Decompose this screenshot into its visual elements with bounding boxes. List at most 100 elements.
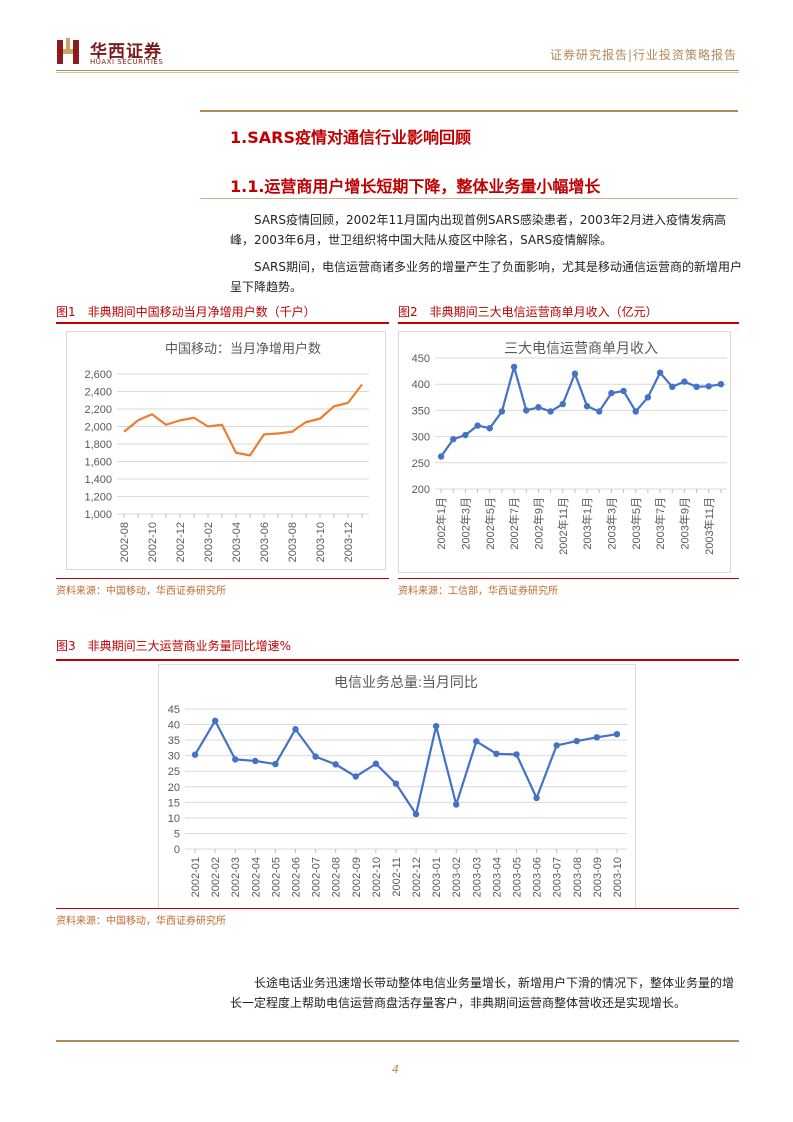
figure3-chart-frame: 电信业务总量:当月同比 0 5 10 15 20 25 30 35 40 45 2002-01 2002… [158, 664, 636, 909]
x-tick-label: 2003-06 [259, 522, 271, 562]
x-tick-label: 2002-10 [147, 522, 159, 562]
y-tick-label: 450 [412, 353, 430, 365]
data-point [412, 810, 420, 818]
x-tick-label: 2002-07 [311, 857, 323, 897]
x-tick-label: 2003年3月 [604, 497, 618, 550]
data-point [593, 734, 601, 741]
data-point [312, 753, 319, 760]
data-point [571, 370, 579, 377]
x-tick-label: 2003-01 [431, 857, 443, 897]
figure2-chart-frame: 三大电信运营商单月收入 200 250 300 350 400 450 2002年1月 2002… [398, 331, 731, 573]
x-tick-label: 2003-02 [203, 522, 215, 562]
data-point [211, 717, 219, 725]
x-tick-label: 2002-06 [291, 857, 303, 897]
data-point [681, 378, 688, 385]
data-point [437, 453, 445, 460]
series-line [123, 383, 363, 457]
data-point [533, 794, 540, 802]
paragraph-sars-impact: SARS期间，电信运营商诸多业务的增量产生了负面影响，尤其是移动通信运营商的新增… [230, 260, 743, 294]
y-tick-label: 2,000 [84, 422, 112, 434]
x-tick-label: 2003-06 [532, 857, 544, 897]
data-point [462, 431, 469, 439]
page-number: 4 [392, 1063, 399, 1076]
x-tick-label: 2003-12 [343, 522, 355, 562]
data-point [693, 383, 700, 391]
x-tick-label: 2002年7月 [507, 497, 521, 550]
paragraph-sars-review: SARS疫情回顾，2002年11月国内出现首例SARS感染患者，2003年2月进… [230, 213, 726, 247]
y-tick-label: 200 [412, 484, 430, 496]
x-tick-label: 2003-09 [592, 857, 604, 897]
y-tick-label: 30 [168, 751, 180, 763]
figure3-title: 图3 非典期间三大运营商业务量同比增速% [56, 639, 292, 653]
data-point [191, 751, 199, 758]
x-tick-label: 2003年1月 [580, 497, 594, 550]
header-divider [56, 70, 739, 71]
series-line [194, 719, 618, 816]
data-point [583, 403, 591, 410]
x-tick-label: 2002-12 [175, 522, 187, 562]
y-tick-label: 45 [168, 704, 180, 716]
x-tick-label: 2003-10 [612, 857, 624, 897]
data-point [608, 389, 615, 397]
document-type-label: 证券研究报告|行业投资策略报告 [549, 48, 737, 62]
data-point [450, 436, 457, 443]
data-point [272, 760, 279, 768]
x-tick-label: 2002年5月 [483, 497, 497, 550]
figure3-source-rule [56, 908, 739, 909]
x-tick-label: 2003年5月 [629, 497, 643, 550]
x-tick-label: 2002年11月 [556, 497, 570, 555]
y-tick-label: 250 [412, 458, 430, 470]
figure2-source: 资料来源：工信部，华西证券研究所 [398, 586, 558, 597]
figure2-title: 图2 非典期间三大电信运营商单月收入（亿元） [398, 305, 658, 319]
data-point [632, 408, 639, 415]
data-point [352, 773, 359, 780]
brand-name-cn: 华西证券 [90, 42, 162, 62]
subsection-heading: 1.1.运营商用户增长短期下降，整体业务量小幅增长 [230, 177, 601, 196]
x-tick-label: 2002-12 [411, 857, 423, 897]
data-point [656, 369, 664, 376]
data-point [523, 407, 530, 414]
y-tick-label: 2,400 [84, 387, 112, 399]
x-tick-label: 2003-02 [451, 857, 463, 897]
header-divider-thin [56, 72, 739, 73]
x-tick-label: 2002-11 [391, 857, 403, 897]
data-point [535, 404, 542, 411]
y-tick-label: 1,200 [84, 492, 112, 504]
y-tick-label: 15 [168, 797, 180, 809]
huaxi-logo-icon [57, 38, 79, 64]
section-top-rule [200, 110, 738, 112]
data-point [596, 408, 603, 415]
figure1-source-rule [56, 578, 389, 579]
data-point [486, 425, 493, 432]
y-tick-label: 2,600 [84, 369, 112, 381]
data-point [513, 751, 520, 758]
figure2-chart: 三大电信运营商单月收入 200 250 300 350 400 450 2002年1月 2002… [412, 340, 727, 555]
figure3-top-rule [56, 659, 739, 661]
section-heading: 1.SARS疫情对通信行业影响回顾 [230, 128, 471, 147]
paragraph-conclusion: 长途电话业务迅速增长带动整体电信业务量增长，新增用户下滑的情况下，整体业务量的增… [230, 976, 735, 1010]
y-tick-label: 2,200 [84, 404, 112, 416]
brand-name-en: HUAXI SECURITIES [90, 58, 164, 66]
data-point [372, 760, 380, 767]
x-tick-label: 2002-04 [250, 857, 262, 897]
data-point [573, 737, 580, 745]
y-tick-label: 350 [412, 405, 430, 417]
x-tick-label: 2003-10 [315, 522, 327, 562]
y-tick-label: 1,000 [84, 509, 112, 521]
series-line [440, 365, 722, 458]
x-tick-label: 2002年3月 [458, 497, 472, 550]
data-point [453, 801, 460, 808]
y-tick-label: 35 [168, 735, 180, 747]
section-bottom-rule [200, 198, 738, 199]
y-tick-label: 0 [174, 844, 180, 856]
data-point [705, 383, 712, 390]
x-tick-label: 2002年9月 [531, 497, 545, 550]
figure1-source: 资料来源：中国移动，华西证券研究所 [56, 586, 226, 597]
y-tick-label: 1,600 [84, 457, 112, 469]
data-point [559, 400, 566, 408]
x-tick-label: 2003年11月 [702, 497, 716, 555]
chart-title: 三大电信运营商单月收入 [504, 340, 658, 356]
data-point [717, 381, 725, 388]
data-point [493, 750, 500, 757]
footer-divider [56, 1040, 739, 1042]
